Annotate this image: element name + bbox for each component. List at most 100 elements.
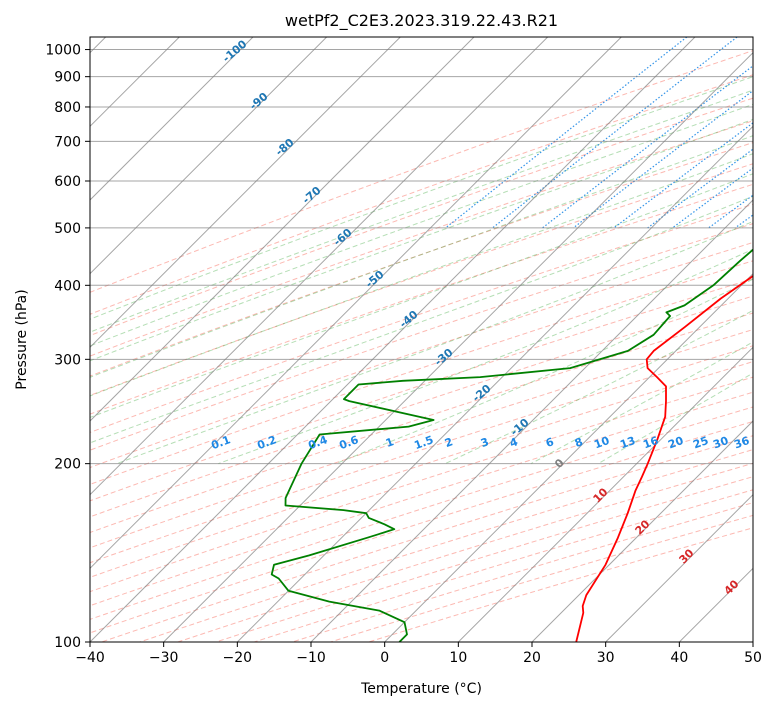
y-tick-label: 400: [54, 278, 81, 294]
mixing-ratio-label: 8: [573, 435, 585, 450]
isotherm: [90, 37, 549, 496]
moist-adiabat: [90, 118, 753, 362]
chart-title: wetPf2_C2E3.2023.319.22.43.R21: [285, 11, 558, 31]
dry-adiabat-label: -100: [220, 37, 250, 65]
dry-adiabat: [90, 163, 753, 396]
x-axis: −40 −30 −20 −10 0 10 20 30 40 50: [75, 642, 762, 666]
moist-adiabat: [218, 248, 753, 465]
moist-adiabat: [90, 173, 753, 418]
profile-lines: [270, 248, 753, 642]
mixing-ratio-label: 0.6: [337, 433, 360, 452]
dry-adiabat-label: -10: [508, 416, 532, 439]
moist-adiabat: [597, 372, 753, 465]
dry-adiabat: [90, 278, 753, 502]
mixing-ratio-label: 30: [711, 434, 730, 452]
dry-adiabat: [330, 514, 753, 642]
y-tick-label: 500: [54, 221, 81, 237]
y-tick-label: 300: [54, 352, 81, 368]
mixing-ratio-line: [613, 122, 753, 229]
mixing-ratio-label: 20: [666, 434, 685, 452]
mixing-ratio-label: 4: [508, 435, 520, 450]
mixing-ratio-label: 10: [592, 434, 611, 452]
dry-adiabat: [90, 312, 753, 534]
dry-adiabat-label: -90: [247, 90, 271, 113]
mixing-ratio-line: [492, 37, 738, 229]
isotherm: [605, 493, 753, 642]
mixing-ratio-line: [445, 37, 688, 229]
dry-adiabat: [90, 120, 753, 357]
isotherm: [236, 125, 753, 642]
dry-adiabat: [90, 97, 753, 337]
moist-adiabat: [90, 103, 753, 347]
isotherm: [163, 51, 753, 642]
dry-adiabat: [90, 329, 753, 549]
isotherm: [531, 420, 753, 642]
mixing-ratio-label: 0.1: [209, 433, 232, 452]
dry-adiabat: [90, 223, 753, 451]
dry-adiabat: [368, 527, 753, 642]
mixing-ratio-label: 13: [618, 434, 637, 451]
mixing-ratio-label: 0.4: [306, 433, 329, 452]
isotherm: [310, 199, 753, 642]
mixing-ratio-label: 1.5: [412, 433, 435, 452]
dry-adiabat: [90, 241, 753, 469]
dry-adiabat: [90, 183, 753, 415]
y-axis: 100 200 300 400 500 600 700 800 900 1000: [45, 43, 90, 651]
dry-adiabat-label: -60: [331, 226, 355, 249]
x-tick-label: −40: [75, 650, 105, 666]
dry-adiabat: [90, 376, 753, 593]
dry-adiabat-label: -70: [300, 184, 324, 207]
isotherm: [457, 346, 753, 642]
reference-line-labels: -100-90-80-70-60-50-40-30-20-100.1 0.2 0.4…: [209, 37, 751, 597]
moist-adiabat-label: 10: [591, 485, 611, 505]
dry-adiabat: [90, 361, 753, 578]
dry-adiabat: [90, 50, 753, 293]
x-tick-label: 20: [523, 650, 541, 666]
isotherm: [90, 37, 475, 422]
mixing-ratio-label: 16: [641, 434, 660, 452]
moist-adiabat: [335, 278, 753, 465]
mixing-ratio-label: 6: [544, 435, 556, 450]
x-axis-label: Temperature (°C): [360, 681, 482, 697]
x-tick-label: 40: [670, 650, 688, 666]
dry-adiabat-label: -30: [432, 346, 456, 369]
isotherm: [90, 37, 254, 201]
isotherm: [90, 37, 328, 275]
x-tick-label: 0: [380, 650, 389, 666]
grid-lines: [90, 37, 753, 642]
y-tick-label: 600: [54, 174, 81, 190]
series-line-1: [575, 274, 753, 642]
y-tick-label: 900: [54, 70, 81, 86]
isotherm: [752, 641, 753, 642]
mixing-ratio-label: 0.2: [255, 433, 278, 452]
moist-adiabat: [90, 195, 753, 444]
dry-adiabat: [90, 295, 753, 518]
moist-adiabat: [90, 135, 753, 378]
isotherm: [384, 272, 753, 642]
moist-adiabat: [90, 153, 753, 397]
dry-adiabat-label: -40: [397, 308, 421, 331]
dry-adiabat-label: -80: [273, 136, 297, 159]
y-tick-label: 1000: [45, 43, 81, 59]
dry-adiabat: [90, 203, 753, 433]
y-axis-label: Pressure (hPa): [14, 289, 30, 389]
dry-adiabat: [90, 74, 753, 315]
x-tick-label: −10: [296, 650, 326, 666]
dry-adiabat: [90, 260, 753, 485]
y-tick-label: 100: [54, 635, 81, 651]
moist-adiabat-label: 20: [633, 517, 653, 537]
dry-adiabat: [90, 142, 753, 377]
mixing-ratio-label: 1: [384, 435, 396, 450]
moist-adiabat-label: 40: [722, 577, 742, 597]
series-line-2: [270, 248, 753, 642]
isotherm: [90, 37, 696, 642]
x-tick-label: 30: [597, 650, 615, 666]
dry-adiabat: [292, 502, 753, 642]
y-tick-label: 200: [54, 457, 81, 473]
moist-adiabat: [530, 341, 753, 465]
dry-adiabat: [90, 391, 753, 607]
moist-adiabat: [90, 89, 753, 333]
mixing-ratio-label: 36: [732, 434, 751, 452]
x-tick-label: −20: [223, 650, 253, 666]
